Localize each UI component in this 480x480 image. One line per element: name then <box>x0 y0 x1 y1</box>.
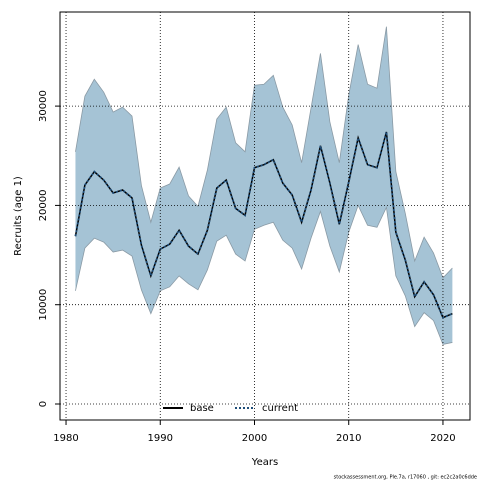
legend-label: current <box>262 403 298 414</box>
y-axis-label: Recruits (age 1) <box>13 176 24 256</box>
footer: stockassessment.org, Ple.7a, r17060 , gi… <box>334 475 477 480</box>
x-tick-label: 1980 <box>53 433 78 444</box>
y-tick-label: 30000 <box>38 90 49 122</box>
x-tick-label: 2010 <box>336 433 361 444</box>
y-tick-label: 0 <box>38 401 49 407</box>
y-tick-label: 10000 <box>38 289 49 321</box>
line <box>74 131 453 319</box>
legend-label: base <box>190 403 214 414</box>
x-tick-label: 2000 <box>242 433 267 444</box>
confidence-band <box>75 26 453 345</box>
x-axis-label: Years <box>251 457 278 468</box>
band-edge <box>75 204 453 345</box>
x-tick-label: 1990 <box>148 433 173 444</box>
band-edge <box>75 26 453 279</box>
x-tick-label: 2020 <box>430 433 455 444</box>
plot-frame <box>59 11 471 421</box>
y-tick-label: 20000 <box>38 189 49 221</box>
